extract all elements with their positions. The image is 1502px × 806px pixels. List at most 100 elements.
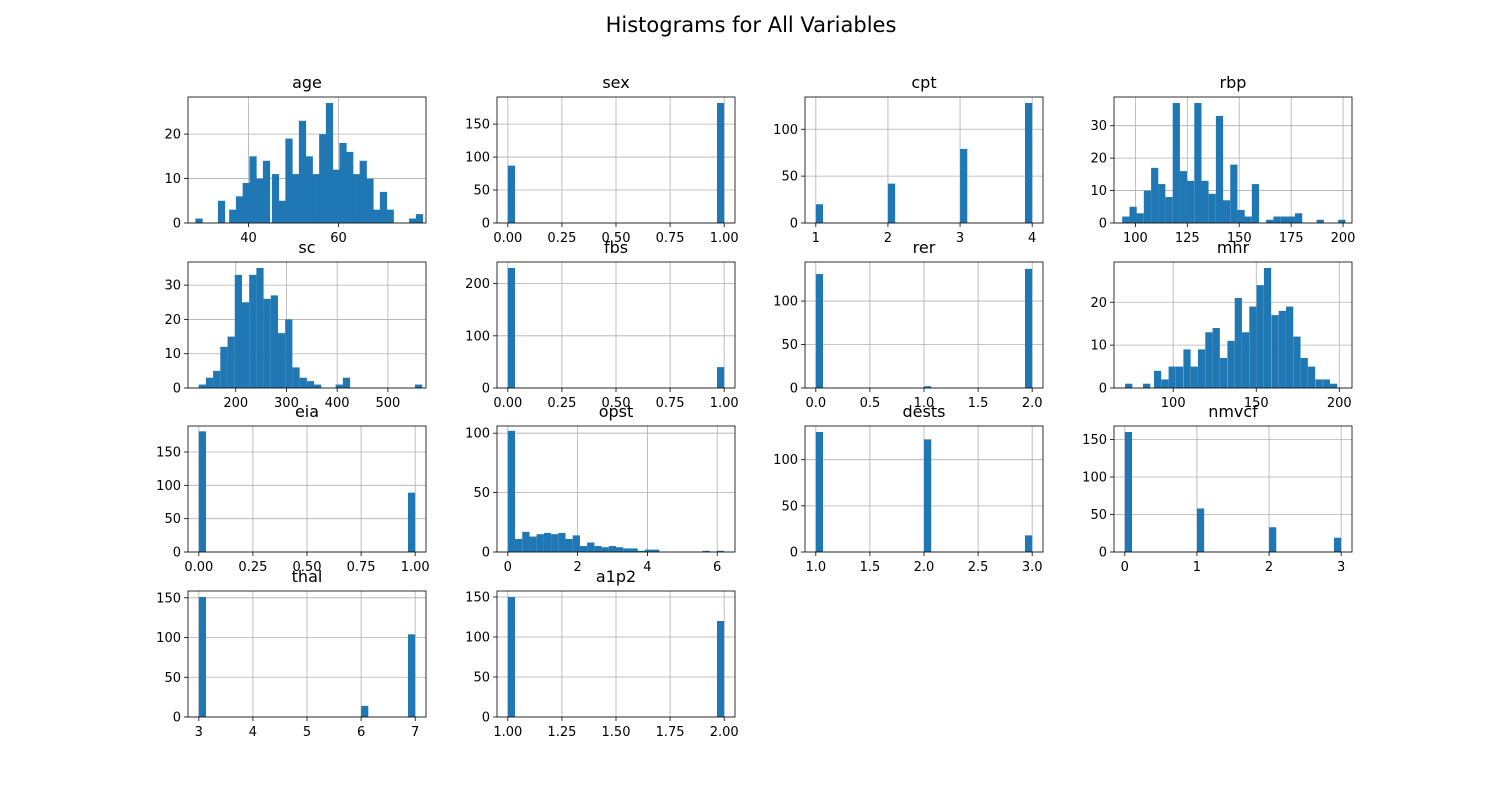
- y-tick-label: 100: [156, 631, 181, 646]
- histogram-bar: [1168, 366, 1176, 388]
- y-tick-label: 10: [164, 347, 181, 362]
- histogram-bar: [960, 148, 968, 223]
- y-tick-label: 50: [473, 486, 490, 501]
- histogram-bar: [198, 384, 206, 388]
- y-tick-label: 150: [156, 446, 181, 461]
- histogram-bar: [342, 377, 351, 388]
- histogram-bar: [507, 430, 516, 552]
- histogram-bar: [198, 597, 207, 717]
- x-tick-label: 200: [1327, 396, 1352, 411]
- x-tick-label: 2.0: [1022, 396, 1043, 411]
- y-tick-label: 0: [482, 546, 490, 561]
- histogram-bar: [551, 534, 559, 552]
- histogram-bar: [1161, 379, 1169, 388]
- histogram-bar: [415, 214, 424, 223]
- histogram-bar: [1151, 167, 1159, 223]
- histogram-bar: [256, 178, 264, 223]
- histogram-bar: [1153, 370, 1162, 388]
- histogram-bar: [314, 384, 322, 388]
- panel-title: cpt: [911, 73, 936, 92]
- histogram-bar: [352, 174, 361, 223]
- x-tick-label: 0.00: [493, 396, 522, 411]
- histogram-bar: [579, 546, 588, 552]
- histogram-bar: [1237, 210, 1245, 223]
- histogram-bar: [572, 535, 580, 552]
- histogram-bar: [1215, 115, 1224, 223]
- y-tick-label: 0: [790, 217, 798, 232]
- histogram-bar: [361, 705, 369, 717]
- y-tick-label: 0: [790, 382, 798, 397]
- y-tick-label: 0: [1099, 217, 1107, 232]
- x-tick-label: 500: [375, 396, 400, 411]
- y-tick-label: 50: [1090, 508, 1107, 523]
- x-tick-label: 3: [195, 725, 203, 740]
- histogram-panel-opst: 0 2 4 6 0 50 100 opst: [465, 402, 736, 575]
- x-tick-label: 0: [1121, 560, 1129, 575]
- panel-title: sc: [298, 238, 315, 257]
- y-tick-label: 0: [482, 217, 490, 232]
- histogram-bar: [278, 200, 286, 223]
- histogram-panel-fbs: 0.00 0.25 0.50 0.75 1.00 0 100 200 fbs: [465, 238, 738, 411]
- histogram-bar: [312, 174, 320, 223]
- histogram-bar: [271, 174, 280, 223]
- histogram-bar: [1136, 213, 1144, 223]
- axes-frame: [187, 261, 427, 389]
- histogram-panel-thal: 3 4 5 6 7 0 50 100 150 thal: [156, 567, 427, 740]
- histogram-bar: [195, 218, 203, 223]
- histogram-bar: [615, 547, 624, 552]
- histogram-bar: [414, 384, 423, 388]
- histogram-bar: [529, 536, 537, 552]
- histogram-bar: [285, 319, 293, 388]
- histogram-bar: [235, 196, 244, 223]
- histogram-bar: [249, 156, 257, 223]
- histogram-bar: [522, 531, 530, 552]
- histogram-bar: [1293, 336, 1301, 388]
- histogram-bar: [1190, 366, 1198, 388]
- histogram-bar: [507, 597, 516, 717]
- x-tick-label: 1.5: [968, 396, 989, 411]
- x-tick-label: 1.25: [547, 725, 576, 740]
- x-tick-label: 175: [1279, 231, 1304, 246]
- y-tick-label: 20: [1090, 296, 1107, 311]
- histogram-bar: [213, 370, 221, 388]
- y-tick-label: 150: [1082, 433, 1107, 448]
- axes-frame: [1113, 261, 1353, 389]
- histogram-bar: [1175, 366, 1184, 388]
- histogram-bar: [1230, 164, 1238, 223]
- x-tick-label: 1.00: [401, 560, 430, 575]
- y-tick-label: 100: [773, 295, 798, 310]
- histogram-bar: [716, 550, 725, 552]
- y-tick-label: 50: [473, 671, 490, 686]
- histogram-bar: [366, 178, 374, 223]
- histogram-bar: [815, 432, 824, 552]
- histogram-bar: [637, 550, 645, 552]
- histogram-bar: [1286, 306, 1294, 388]
- x-tick-label: 125: [1175, 231, 1200, 246]
- y-tick-label: 10: [1090, 184, 1107, 199]
- histogram-bar: [249, 274, 257, 388]
- panel-title: opst: [599, 402, 634, 421]
- histogram-bar: [630, 548, 638, 552]
- histogram-bar: [1179, 171, 1187, 223]
- y-tick-label: 50: [781, 499, 798, 514]
- histogram-panel-eia: 0.00 0.25 0.50 0.75 1.00 0 50 100 150 eia: [156, 402, 429, 575]
- histogram-bar: [716, 103, 725, 223]
- axes-frame: [1113, 96, 1353, 224]
- y-tick-label: 100: [465, 329, 490, 344]
- histogram-bar: [292, 174, 300, 223]
- y-tick-label: 50: [164, 512, 181, 527]
- histogram-bar: [815, 204, 824, 223]
- axes-frame: [187, 96, 427, 224]
- axes-frame: [1113, 425, 1353, 553]
- histogram-bar: [1125, 383, 1133, 388]
- histogram-bar: [543, 532, 552, 552]
- panel-title: rbp: [1220, 73, 1247, 92]
- histogram-bar: [319, 134, 327, 223]
- y-tick-label: 100: [465, 427, 490, 442]
- x-tick-label: 3.0: [1022, 560, 1043, 575]
- histogram-bar: [332, 169, 340, 223]
- y-tick-label: 20: [1090, 152, 1107, 167]
- x-tick-label: 7: [411, 725, 419, 740]
- histogram-bar: [1172, 103, 1180, 223]
- histogram-bar: [923, 439, 932, 552]
